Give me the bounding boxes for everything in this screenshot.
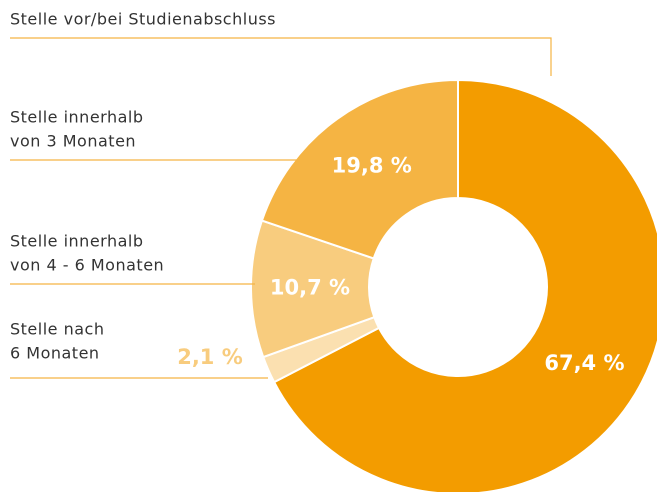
category-label: Stelle vor/bei Studienabschluss — [10, 10, 276, 29]
leader-line — [10, 37, 552, 76]
value-label: 2,1 % — [177, 345, 243, 369]
donut-segment — [272, 78, 657, 492]
value-label: 67,4 % — [544, 351, 624, 375]
category-label: von 4 - 6 Monaten — [10, 256, 164, 275]
category-label: 6 Monaten — [10, 344, 100, 363]
category-label: Stelle nach — [10, 320, 104, 339]
value-label: 19,8 % — [332, 154, 412, 178]
category-label: Stelle innerhalb — [10, 108, 144, 127]
category-label: von 3 Monaten — [10, 132, 136, 151]
value-label: 10,7 % — [270, 275, 350, 299]
category-label: Stelle innerhalb — [10, 232, 144, 251]
donut-segment — [260, 78, 459, 260]
